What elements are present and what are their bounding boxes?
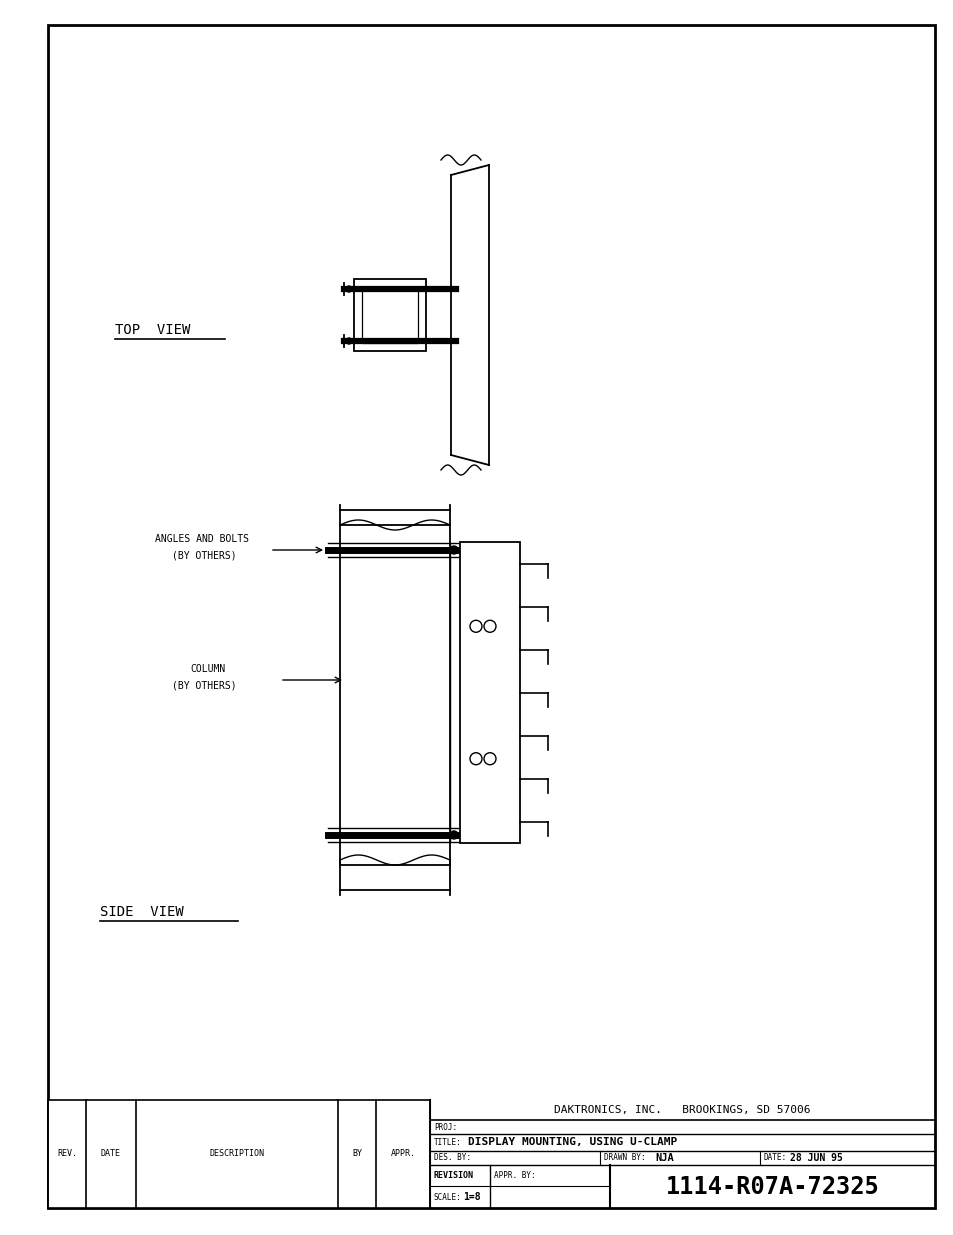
Text: DISPLAY MOUNTING, USING U-CLAMP: DISPLAY MOUNTING, USING U-CLAMP — [468, 1137, 677, 1147]
Text: REV.: REV. — [57, 1150, 77, 1158]
Bar — [339, 525, 450, 864]
Text: DRAWN BY:: DRAWN BY: — [603, 1153, 645, 1162]
Text: 28 JUN 95: 28 JUN 95 — [789, 1153, 842, 1163]
Text: DESCRIPTION: DESCRIPTION — [210, 1150, 264, 1158]
Circle shape — [346, 287, 352, 291]
Text: BY: BY — [352, 1150, 361, 1158]
Text: APPR. BY:: APPR. BY: — [494, 1171, 535, 1181]
Circle shape — [450, 831, 457, 839]
Text: 1=8: 1=8 — [462, 1192, 480, 1202]
Text: COLUMN: COLUMN — [190, 664, 225, 674]
Text: (BY OTHERS): (BY OTHERS) — [172, 550, 236, 559]
Text: ANGLES AND BOLTS: ANGLES AND BOLTS — [154, 534, 249, 543]
Text: DATE:: DATE: — [763, 1153, 786, 1162]
Text: TITLE:: TITLE: — [434, 1137, 461, 1147]
Bar — [48, 1100, 430, 1208]
Text: SIDE  VIEW: SIDE VIEW — [100, 905, 184, 919]
Text: (BY OTHERS): (BY OTHERS) — [172, 680, 236, 690]
Text: 1114-R07A-72325: 1114-R07A-72325 — [665, 1174, 879, 1198]
Text: DAKTRONICS, INC.   BROOKINGS, SD 57006: DAKTRONICS, INC. BROOKINGS, SD 57006 — [554, 1105, 810, 1115]
Text: DES. BY:: DES. BY: — [434, 1153, 471, 1162]
Bar — [459, 542, 519, 844]
Circle shape — [346, 338, 352, 345]
Bar — [361, 287, 417, 343]
Text: APPR.: APPR. — [390, 1150, 416, 1158]
Text: TOP  VIEW: TOP VIEW — [115, 324, 191, 337]
Text: SCALE:: SCALE: — [434, 1193, 461, 1202]
Text: NJA: NJA — [655, 1153, 673, 1163]
Circle shape — [450, 546, 457, 555]
Bar — [354, 279, 426, 351]
Text: PROJ:: PROJ: — [434, 1123, 456, 1131]
Text: DATE: DATE — [101, 1150, 121, 1158]
Text: REVISION: REVISION — [434, 1171, 474, 1181]
